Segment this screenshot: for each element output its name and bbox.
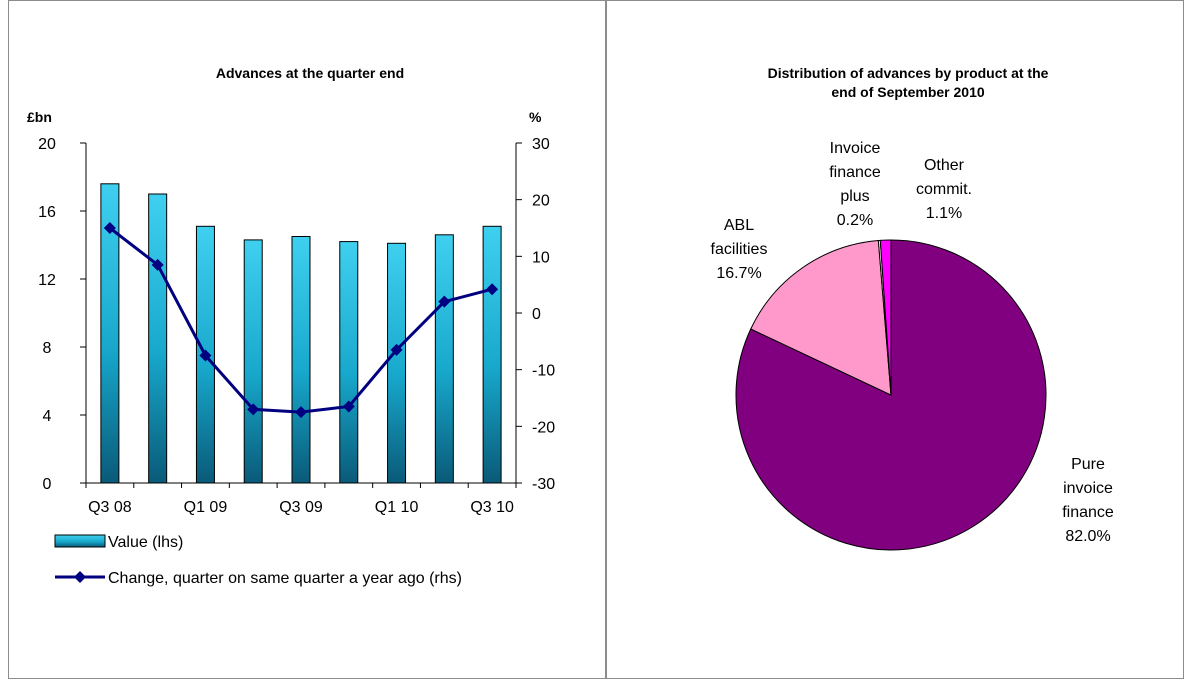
legend-line-marker (74, 571, 86, 583)
pie-slice (879, 239, 892, 396)
change-marker (295, 406, 307, 419)
pie-slice-value-label: 82.0% (1065, 528, 1110, 545)
pie-slice-label: finance (829, 164, 881, 181)
x-tick-label: Q3 10 (470, 499, 514, 516)
pie-slice-label: invoice (1063, 480, 1113, 497)
value-bar (434, 234, 454, 484)
pie-slice-label: plus (840, 188, 869, 205)
pie-slice-label: commit. (916, 181, 972, 198)
pie-slice-value-label: 16.7% (716, 265, 761, 282)
x-tick-label: Q3 09 (279, 499, 323, 516)
left-chart-title: Advances at the quarter end (216, 65, 404, 81)
right-y-tick-label: 10 (532, 249, 550, 266)
pie-slice (750, 239, 892, 396)
value-bar (482, 225, 502, 484)
pie-slice-label: finance (1062, 504, 1114, 521)
pie-slice-label: Pure (1071, 456, 1105, 473)
change-marker (199, 349, 212, 362)
change-marker (390, 343, 403, 356)
pie-slice-label: ABL (724, 217, 754, 234)
x-tick-label: Q1 09 (184, 499, 228, 516)
right-chart-panel: Distribution of advances by product at t… (606, 0, 1184, 679)
right-y-tick-label: 0 (532, 306, 541, 323)
left-chart-panel: Advances at the quarter end £bn % 0 4 8 12 1… (8, 0, 606, 679)
pie-chart-title-line: end of September 2010 (831, 84, 984, 100)
combo-chart: Advances at the quarter end £bn % 0 4 8 12 1… (27, 65, 555, 587)
value-bar (339, 241, 359, 484)
pie-chart-title-line: Distribution of advances by product at t… (768, 65, 1049, 81)
pie-slice-label: Other (924, 157, 965, 174)
left-y-tick-label: 16 (38, 204, 56, 221)
right-y-tick-label: -10 (532, 363, 555, 380)
change-marker (438, 295, 451, 308)
pie-slice-label: Invoice (830, 140, 881, 157)
left-y-tick-label: 12 (38, 272, 56, 289)
right-y-tick-label: -30 (532, 476, 555, 493)
right-y-tick-label: -20 (532, 419, 555, 436)
left-y-tick-label: 20 (38, 136, 56, 153)
legend-bar-swatch (54, 534, 106, 548)
legend-line-label: Change, quarter on same quarter a year a… (108, 570, 462, 587)
pie-slice-value-label: 0.2% (837, 212, 873, 229)
change-marker (151, 258, 164, 271)
pie-slice-label: facilities (711, 241, 768, 258)
change-marker (342, 400, 355, 413)
change-marker (103, 222, 116, 234)
legend-bar-label: Value (lhs) (108, 534, 183, 551)
value-bar (387, 242, 407, 484)
value-bar (243, 239, 263, 484)
change-marker (247, 403, 260, 416)
right-y-tick-label: 20 (532, 193, 550, 210)
left-axis-unit-label: £bn (27, 109, 52, 125)
left-y-tick-label: 0 (43, 476, 52, 493)
left-y-tick-label: 8 (43, 340, 52, 357)
change-marker (486, 283, 499, 296)
right-y-tick-label: 30 (532, 136, 550, 153)
right-axis-unit-label: % (529, 109, 542, 125)
value-bar (148, 193, 168, 484)
pie-slice-value-label: 1.1% (926, 205, 962, 222)
x-tick-label: Q3 08 (88, 499, 132, 516)
pie-chart: Distribution of advances by product at t… (711, 65, 1114, 551)
x-tick-label: Q1 10 (375, 499, 419, 516)
left-y-tick-label: 4 (43, 408, 52, 425)
value-bar (291, 236, 311, 484)
